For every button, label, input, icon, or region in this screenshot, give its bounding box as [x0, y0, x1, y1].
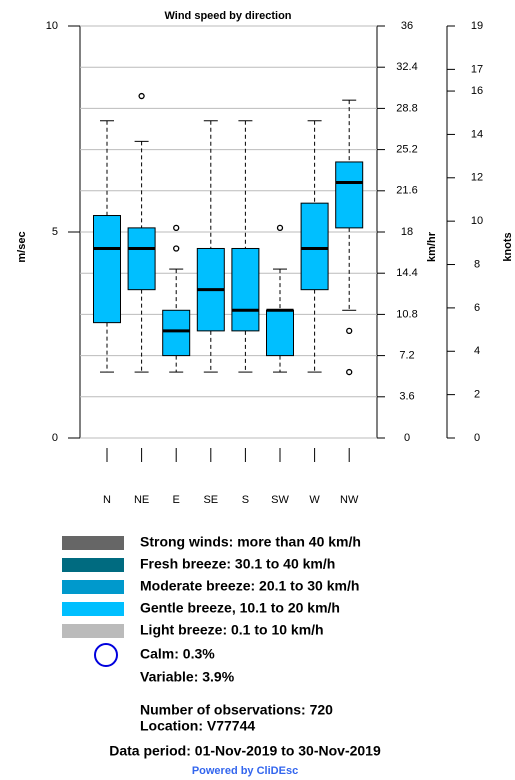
box — [162, 309, 191, 357]
observations: Number of observations: 720 — [140, 702, 333, 718]
y3-tick-label: 10 — [471, 215, 483, 227]
y3-tick-label: 4 — [474, 345, 480, 357]
legend-label: Strong winds: more than 40 km/h — [140, 534, 361, 550]
calm-label: Calm: 0.3% — [140, 646, 215, 662]
y3-axis-label: knots — [502, 232, 514, 261]
y2-tick-label: 0 — [404, 432, 410, 444]
legend-label: Moderate breeze: 20.1 to 30 km/h — [140, 578, 359, 594]
x-tick-label: S — [242, 494, 249, 506]
chart-title: Wind speed by direction — [164, 10, 291, 22]
outlier — [346, 368, 353, 376]
box — [266, 309, 294, 357]
legend-label: Fresh breeze: 30.1 to 40 km/h — [140, 556, 335, 572]
calm-icon — [94, 643, 118, 667]
outlier — [276, 224, 284, 232]
y2-tick-label: 3.6 — [399, 391, 414, 403]
x-tick-label: NE — [134, 494, 149, 506]
y2-tick-label: 7.2 — [399, 350, 414, 362]
legend-swatch — [62, 580, 124, 594]
y2-tick-label: 10.8 — [396, 308, 417, 320]
legend-swatch — [62, 558, 124, 572]
legend-swatch — [62, 602, 124, 616]
y3-tick-label: 8 — [474, 258, 480, 270]
outlier — [173, 245, 180, 252]
y3-tick-label: 16 — [471, 85, 483, 97]
x-tick-label: SW — [271, 494, 289, 506]
y3-tick-label: 0 — [474, 432, 480, 444]
legend-label: Gentle breeze, 10.1 to 20 km/h — [140, 600, 340, 616]
y3-tick-label: 17 — [471, 63, 483, 75]
y3-tick-label: 2 — [474, 389, 480, 401]
y2-tick-label: 21.6 — [396, 185, 417, 197]
y3-tick-label: 12 — [471, 172, 483, 184]
y-axis-label: m/sec — [16, 231, 28, 262]
powered-by: Powered by CliDEsc — [192, 765, 298, 777]
y3-tick-label: 14 — [471, 128, 483, 140]
y2-tick-label: 25.2 — [396, 144, 417, 156]
y2-tick-label: 18 — [401, 226, 413, 238]
y3-tick-label: 6 — [474, 302, 480, 314]
y-tick-label: 10 — [46, 20, 58, 32]
legend-swatch — [62, 536, 124, 550]
y2-tick-label: 32.4 — [396, 61, 417, 73]
x-tick-label: E — [173, 494, 180, 506]
y3-tick-label: 19 — [471, 20, 483, 32]
box — [335, 161, 364, 229]
box — [300, 202, 329, 291]
y-tick-label: 5 — [52, 226, 58, 238]
y2-tick-label: 36 — [401, 20, 413, 32]
outlier — [346, 327, 353, 335]
x-tick-label: SE — [203, 494, 218, 506]
y2-tick-label: 28.8 — [396, 102, 417, 114]
y2-axis-label: km/hr — [426, 231, 438, 262]
y2-tick-label: 14.4 — [396, 267, 417, 279]
legend-swatch — [62, 624, 124, 638]
outlier — [138, 92, 145, 100]
y-tick-label: 0 — [52, 432, 58, 444]
variable-label: Variable: 3.9% — [140, 669, 235, 685]
x-tick-label: W — [309, 494, 320, 506]
x-tick-label: NW — [340, 494, 359, 506]
data-period: Data period: 01-Nov-2019 to 30-Nov-2019 — [109, 743, 381, 759]
box — [231, 247, 260, 332]
box — [127, 227, 156, 291]
location: Location: V77744 — [140, 718, 255, 734]
legend-label: Light breeze: 0.1 to 10 km/h — [140, 622, 324, 638]
x-tick-label: N — [103, 494, 111, 506]
outlier — [173, 224, 180, 232]
box — [93, 215, 121, 324]
